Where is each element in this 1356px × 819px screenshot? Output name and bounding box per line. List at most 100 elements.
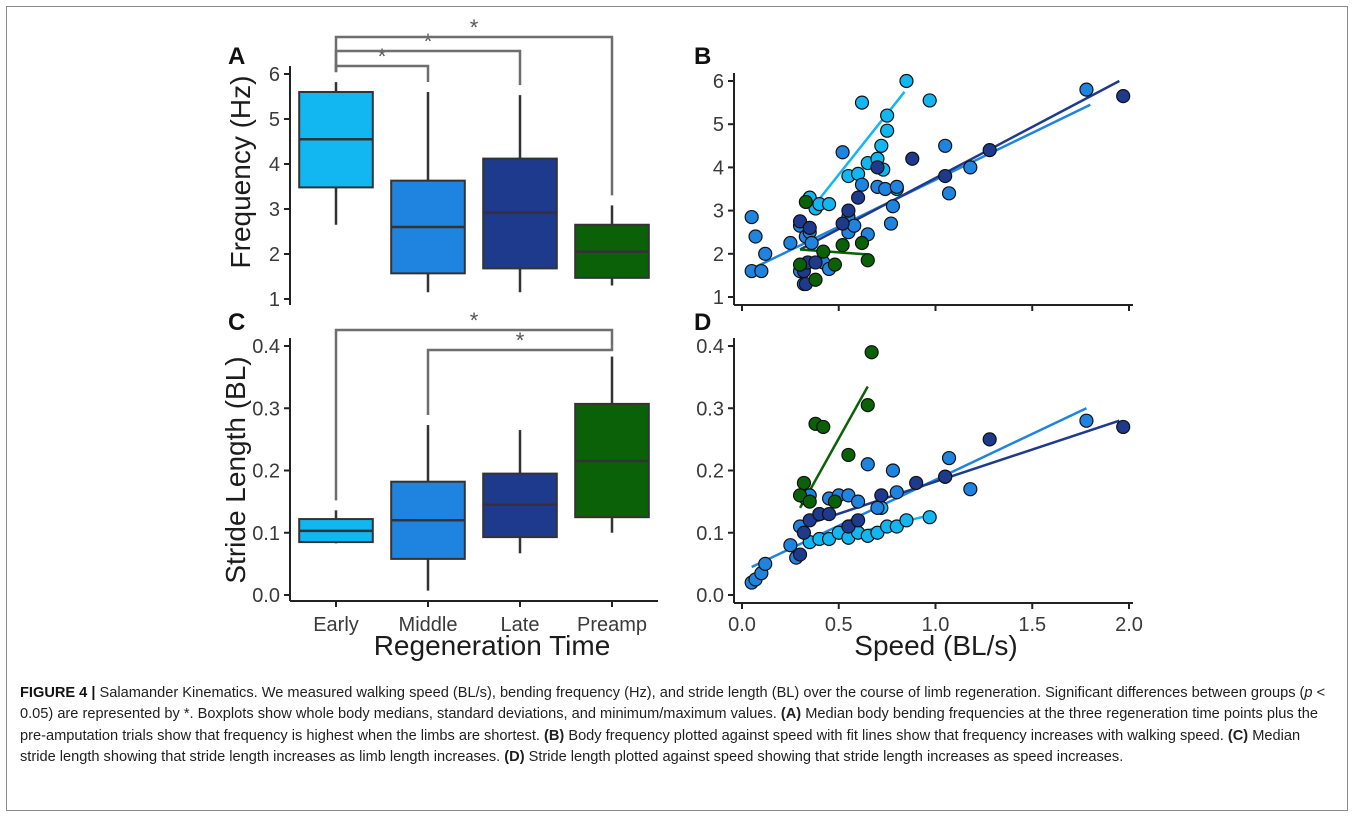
scatter-point bbox=[821, 197, 837, 212]
caption-significance: < 0.05) are represented by *. Boxplots s… bbox=[20, 685, 1326, 723]
scatter-point bbox=[982, 143, 997, 158]
scatter-point bbox=[804, 235, 819, 251]
speed-axis-label: Speed (BL/s) bbox=[854, 630, 1017, 661]
y-tick-label: 4 bbox=[269, 154, 280, 176]
scatter-point bbox=[963, 482, 978, 497]
x-tick-label-late: Late bbox=[501, 614, 540, 636]
scatter-point bbox=[841, 447, 856, 463]
scatter-point bbox=[860, 398, 875, 413]
scatter-point bbox=[860, 253, 875, 268]
scatter-point bbox=[889, 179, 904, 194]
caption-c-label: (C) bbox=[1227, 727, 1249, 744]
fit-line bbox=[799, 419, 1120, 528]
panel-label-c: C bbox=[228, 309, 245, 336]
scatter-point bbox=[885, 463, 901, 478]
scatter-point bbox=[835, 216, 850, 231]
scatter-point bbox=[963, 160, 978, 175]
scatter-point bbox=[874, 138, 889, 153]
scatter-point bbox=[874, 488, 889, 503]
panel-a-frequency-boxplot: 1 2 3 4 5 6 * * * bbox=[269, 15, 650, 311]
scatter-point bbox=[883, 216, 899, 231]
significance-star: * bbox=[516, 328, 525, 353]
scatter-point bbox=[758, 246, 773, 261]
y-tick-label: 0.3 bbox=[696, 398, 724, 420]
scatter-point bbox=[808, 255, 823, 270]
scatter-point bbox=[827, 257, 842, 272]
y-tick-label: 1 bbox=[713, 287, 724, 309]
scatter-point bbox=[870, 500, 885, 515]
x-tick-label: 0.0 bbox=[728, 614, 756, 636]
significance-star: * bbox=[470, 308, 479, 333]
scatter-point bbox=[905, 151, 920, 166]
scatter-point bbox=[850, 513, 866, 528]
scatter-point bbox=[847, 218, 862, 233]
panel-d-stride-scatter: 0.0 0.1 0.2 0.3 0.4 0.0 0.5 1.0 1.5 2.0 bbox=[696, 336, 1143, 636]
scatter-point bbox=[854, 95, 870, 110]
caption-body: FIGURE 4 | Salamander Kinematics. We mea… bbox=[20, 683, 1336, 769]
y-tick-label: 3 bbox=[269, 199, 280, 221]
scatter-point bbox=[808, 272, 823, 287]
scatter-point bbox=[885, 199, 901, 214]
scatter-point bbox=[889, 485, 904, 500]
caption-b-label: (B) bbox=[544, 727, 565, 744]
caption-c-text: Median stride length showing that stride… bbox=[20, 727, 1301, 766]
panel-label-a: A bbox=[228, 43, 245, 70]
scatter-point bbox=[854, 177, 870, 192]
scatter-point bbox=[796, 475, 812, 491]
scatter-point bbox=[941, 450, 957, 466]
scatter-point bbox=[850, 494, 866, 509]
scatter-point bbox=[982, 432, 997, 447]
scatter-point bbox=[821, 506, 837, 522]
scatter-point bbox=[870, 160, 885, 175]
caption-d-text: Stride length plotted against speed show… bbox=[524, 749, 1124, 766]
stride-length-axis-label: Stride Length (BL) bbox=[220, 356, 251, 583]
figure-4: A B C D Frequency (Hz) Stride Length (BL… bbox=[220, 15, 1143, 661]
scatter-point bbox=[792, 257, 808, 272]
scatter-point bbox=[899, 513, 914, 528]
scatter-point bbox=[860, 457, 875, 472]
x-tick-label: 0.5 bbox=[825, 614, 853, 636]
scatter-point bbox=[835, 145, 850, 160]
panel-label-d: D bbox=[694, 309, 711, 336]
y-tick-label: 0.4 bbox=[696, 336, 724, 358]
significance-bracket bbox=[334, 328, 614, 501]
y-tick-label: 0.3 bbox=[252, 398, 280, 420]
scatter-point bbox=[1116, 419, 1131, 435]
x-tick-label: 1.0 bbox=[922, 614, 950, 636]
scatter-point bbox=[802, 494, 817, 509]
scatter-point bbox=[816, 244, 831, 259]
x-tick-label: 2.0 bbox=[1115, 614, 1143, 636]
frequency-axis-label: Frequency (Hz) bbox=[225, 76, 256, 269]
y-tick-label: 4 bbox=[713, 157, 724, 179]
scatter-point bbox=[899, 73, 914, 89]
scatter-point bbox=[802, 220, 817, 235]
significance-bracket bbox=[334, 35, 614, 196]
y-tick-label: 0.0 bbox=[252, 585, 280, 607]
y-tick-label: 6 bbox=[269, 64, 280, 86]
figure-frame bbox=[6, 6, 1348, 811]
significance-star: * bbox=[470, 15, 479, 40]
caption-a-text: Median body bending frequencies at the t… bbox=[20, 706, 1318, 744]
scatter-point bbox=[792, 547, 808, 562]
fit-line bbox=[798, 385, 869, 509]
scatter-point bbox=[1079, 82, 1094, 97]
y-tick-label: 6 bbox=[713, 71, 724, 93]
significance-bracket bbox=[426, 346, 614, 416]
scatter-point bbox=[922, 510, 937, 525]
significance-star: * bbox=[378, 44, 387, 69]
panel-b-frequency-scatter: 1 2 3 4 5 6 bbox=[713, 71, 1133, 311]
scatter-point bbox=[841, 203, 856, 218]
scatter-point bbox=[864, 345, 879, 360]
regeneration-time-axis-label: Regeneration Time bbox=[374, 630, 611, 661]
y-tick-label: 2 bbox=[269, 244, 280, 266]
y-tick-label: 0.1 bbox=[696, 523, 724, 545]
y-tick-label: 5 bbox=[713, 114, 724, 136]
scatter-point bbox=[792, 214, 808, 229]
y-tick-label: 0.2 bbox=[252, 461, 280, 483]
scatter-point bbox=[796, 525, 812, 540]
scatter-point bbox=[878, 181, 893, 197]
scatter-point bbox=[754, 263, 769, 279]
scatter-point bbox=[816, 419, 831, 435]
scatter-point bbox=[835, 238, 850, 253]
scatter-point bbox=[938, 168, 953, 184]
